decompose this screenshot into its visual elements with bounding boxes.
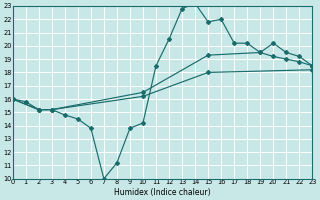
X-axis label: Humidex (Indice chaleur): Humidex (Indice chaleur) xyxy=(114,188,211,197)
